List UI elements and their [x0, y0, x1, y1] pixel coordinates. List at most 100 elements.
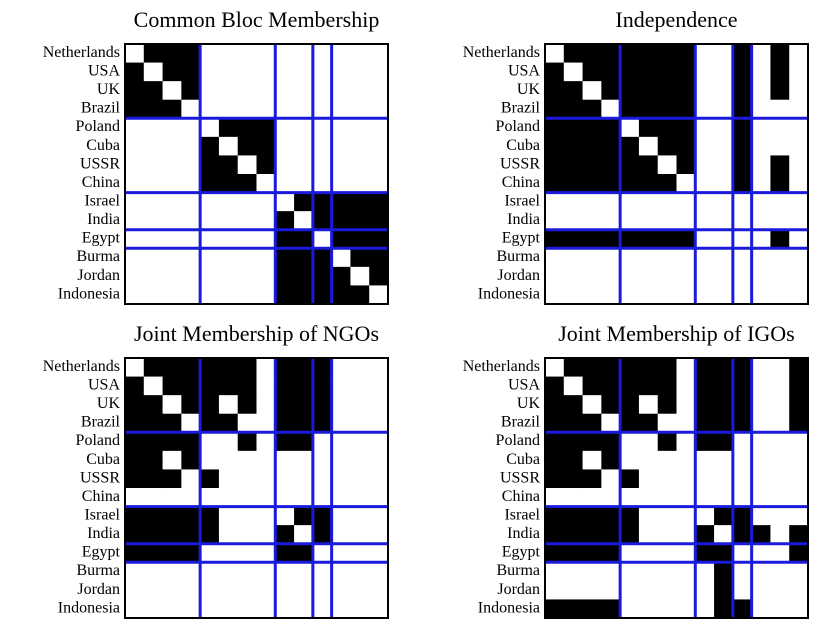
cell	[143, 192, 163, 212]
cell	[181, 118, 201, 138]
cell	[657, 413, 677, 433]
cell	[181, 413, 201, 433]
cell	[218, 174, 239, 193]
cell	[369, 599, 389, 619]
cell	[312, 395, 333, 415]
cell	[275, 395, 295, 415]
cell	[732, 155, 753, 175]
cell	[545, 376, 565, 396]
cell	[620, 525, 640, 545]
cell	[312, 450, 333, 470]
cell	[657, 81, 677, 101]
cell	[732, 469, 753, 489]
cell	[200, 376, 220, 396]
cell	[638, 469, 659, 489]
cell	[657, 285, 677, 305]
cell	[294, 469, 314, 489]
cell	[218, 118, 239, 138]
cell	[294, 376, 314, 396]
cell	[545, 450, 565, 470]
cell	[275, 192, 295, 212]
cell	[162, 580, 182, 600]
cell	[638, 155, 659, 175]
cell	[563, 136, 583, 156]
cell	[601, 62, 621, 82]
cell	[714, 174, 734, 193]
row-label: Israel	[84, 193, 120, 210]
panel-title: Common Bloc Membership	[134, 7, 380, 32]
cell	[237, 99, 257, 119]
cell	[638, 562, 659, 582]
cell	[200, 506, 220, 526]
cell	[218, 81, 239, 101]
cell	[312, 432, 333, 452]
cell	[789, 562, 809, 582]
cell	[714, 62, 734, 82]
cell	[676, 155, 696, 175]
cell	[657, 44, 677, 63]
cell	[275, 155, 295, 175]
cell	[601, 266, 621, 286]
cell	[350, 506, 370, 526]
cell	[770, 562, 790, 582]
cell	[732, 376, 753, 396]
cell	[200, 192, 220, 212]
cell	[369, 266, 389, 286]
cell	[770, 62, 790, 82]
cell	[657, 229, 677, 249]
cell	[200, 248, 220, 268]
cell	[181, 450, 201, 470]
cell	[545, 62, 565, 82]
cell	[218, 229, 239, 249]
cell	[181, 229, 201, 249]
cell	[714, 81, 734, 101]
cell	[582, 450, 602, 470]
cell	[563, 543, 583, 563]
cell	[751, 155, 771, 175]
cell	[563, 562, 583, 582]
cell	[218, 432, 239, 452]
cell	[143, 395, 163, 415]
cell	[256, 395, 276, 415]
cell	[350, 395, 370, 415]
cell	[312, 413, 333, 433]
cell	[695, 432, 715, 452]
row-label: USA	[508, 377, 540, 394]
cell	[714, 248, 734, 268]
cell	[563, 192, 583, 212]
cell	[601, 99, 621, 119]
row-label: Burma	[496, 562, 540, 579]
cell	[620, 136, 640, 156]
cell	[294, 99, 314, 119]
cell	[125, 599, 145, 619]
cell	[657, 506, 677, 526]
cell	[582, 229, 602, 249]
cell	[582, 599, 602, 619]
cell	[751, 62, 771, 82]
cell	[369, 450, 389, 470]
cell	[237, 413, 257, 433]
cell	[676, 211, 696, 231]
cell	[563, 99, 583, 119]
cell	[350, 285, 370, 305]
cell	[369, 136, 389, 156]
cell	[125, 376, 145, 396]
cell	[218, 562, 239, 582]
cell	[695, 580, 715, 600]
cell	[312, 285, 333, 305]
cell	[563, 432, 583, 452]
cell	[563, 580, 583, 600]
cell	[657, 174, 677, 193]
cell	[312, 99, 333, 119]
cell	[143, 211, 163, 231]
row-label: Indonesia	[58, 599, 120, 616]
cell	[275, 413, 295, 433]
cell	[218, 580, 239, 600]
row-label: UK	[517, 395, 541, 412]
cell	[657, 488, 677, 507]
cell	[601, 229, 621, 249]
cell	[294, 506, 314, 526]
cell	[620, 44, 640, 63]
cell	[563, 81, 583, 101]
